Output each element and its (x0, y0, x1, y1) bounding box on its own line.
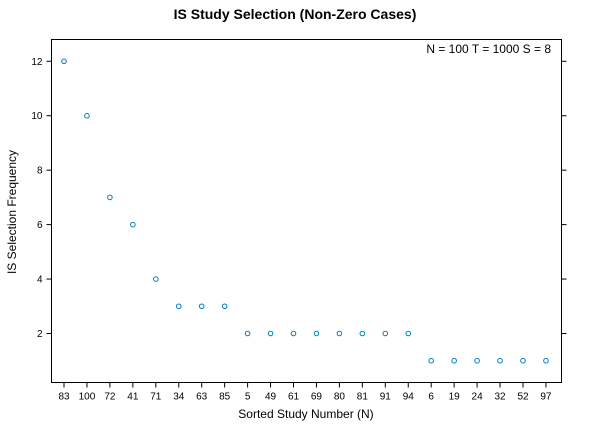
x-tick-label: 41 (127, 392, 139, 403)
y-tick-label: 12 (31, 57, 43, 68)
data-point (290, 330, 297, 337)
x-axis: 83 100 72 41 71 34 63 85 5 49 61 69 80 81 91 94 6 19 24 32 5… (58, 382, 552, 403)
x-tick-label: 69 (311, 392, 323, 403)
data-point (175, 303, 182, 310)
chart-annotation: N = 100 T = 1000 S = 8 (426, 42, 551, 56)
data-point (520, 357, 526, 364)
data-point (428, 357, 435, 364)
data-point (336, 330, 343, 337)
x-tick-label: 71 (150, 392, 162, 403)
x-tick-label: 81 (357, 392, 369, 403)
data-point (107, 194, 113, 201)
data-point (497, 357, 503, 364)
x-tick-label: 52 (517, 392, 529, 403)
x-tick-label: 100 (79, 392, 96, 403)
data-points (61, 58, 549, 364)
y-axis: 2 4 6 8 10 12 (31, 57, 567, 340)
y-axis-label: IS Selection Frequency (5, 150, 19, 274)
x-tick-label: 83 (58, 392, 70, 403)
y-tick-label: 4 (37, 275, 43, 286)
y-tick-label: 8 (37, 166, 43, 177)
x-tick-label: 63 (196, 392, 208, 403)
data-point (153, 276, 159, 282)
x-tick-label: 97 (540, 392, 552, 403)
data-point (382, 330, 389, 337)
y-tick-label: 6 (37, 220, 43, 231)
data-point (359, 330, 366, 337)
x-tick-label: 6 (428, 392, 434, 403)
y-tick-label: 10 (31, 111, 43, 122)
x-tick-label: 61 (288, 392, 300, 403)
data-point (61, 58, 67, 65)
data-point (451, 357, 457, 364)
plot-frame (51, 39, 562, 383)
data-point (84, 112, 90, 119)
data-point (474, 357, 480, 364)
data-point (543, 357, 549, 364)
x-tick-label: 91 (380, 392, 392, 403)
x-tick-label: 94 (403, 392, 415, 403)
x-tick-label: 85 (219, 392, 231, 403)
data-point (405, 330, 412, 337)
x-tick-label: 80 (334, 392, 346, 403)
data-point (221, 303, 228, 310)
chart-title: IS Study Selection (Non-Zero Cases) (174, 6, 417, 22)
x-tick-label: 24 (472, 392, 484, 403)
x-axis-label: Sorted Study Number (N) (238, 407, 373, 421)
data-point (198, 303, 205, 310)
x-tick-label: 49 (265, 392, 277, 403)
x-tick-label: 34 (173, 392, 185, 403)
x-tick-label: 72 (104, 392, 116, 403)
data-point (130, 221, 136, 228)
x-tick-label: 32 (494, 392, 506, 403)
x-tick-label: 19 (449, 392, 461, 403)
x-tick-label: 5 (245, 392, 251, 403)
data-point (244, 330, 251, 337)
data-point (313, 330, 320, 337)
y-tick-label: 2 (37, 329, 43, 340)
data-point (267, 330, 274, 337)
